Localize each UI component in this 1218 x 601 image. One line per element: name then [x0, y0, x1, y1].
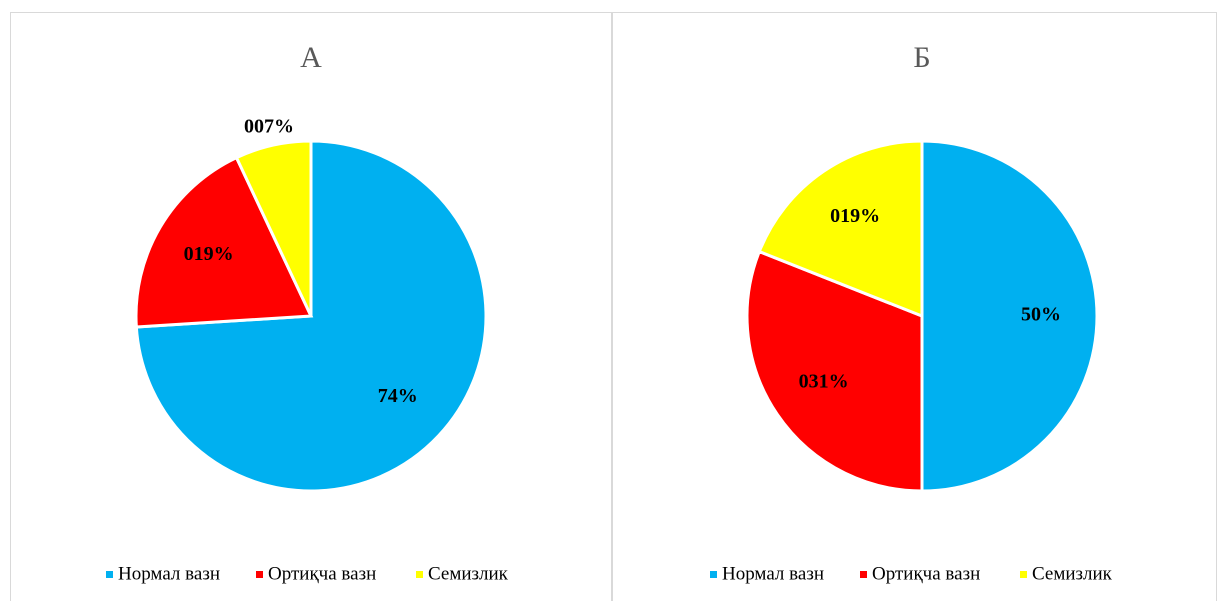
- legend-label: Нормал вазн: [118, 563, 220, 584]
- chart-title: А: [300, 41, 322, 74]
- data-label: 031%: [799, 370, 849, 392]
- data-label: 019%: [184, 243, 234, 265]
- data-label: 019%: [830, 205, 880, 227]
- legend-label: Ортиқча вазн: [268, 563, 376, 584]
- panel-border: [10, 12, 612, 601]
- legend-label: Семизлик: [1032, 563, 1113, 584]
- pie-slice: [757, 139, 924, 319]
- pie-slice: [920, 139, 1099, 493]
- panel-border: [612, 12, 1217, 601]
- data-label: 50%: [1021, 304, 1061, 326]
- legend-swatch: [416, 571, 423, 578]
- pie-slice: [234, 139, 313, 317]
- legend-swatch: [1020, 571, 1027, 578]
- legend-swatch: [710, 571, 717, 578]
- data-label: 74%: [378, 385, 418, 407]
- legend-swatch: [106, 571, 113, 578]
- chart-title: Б: [913, 41, 930, 74]
- legend-label: Семизлик: [428, 563, 509, 584]
- pie-slice: [745, 249, 924, 493]
- legend-swatch: [860, 571, 867, 578]
- legend-label: Нормал вазн: [722, 563, 824, 584]
- legend-swatch: [256, 571, 263, 578]
- pie-slice: [134, 155, 314, 329]
- legend-label: Ортиқча вазн: [872, 563, 980, 584]
- data-label: 007%: [244, 116, 294, 138]
